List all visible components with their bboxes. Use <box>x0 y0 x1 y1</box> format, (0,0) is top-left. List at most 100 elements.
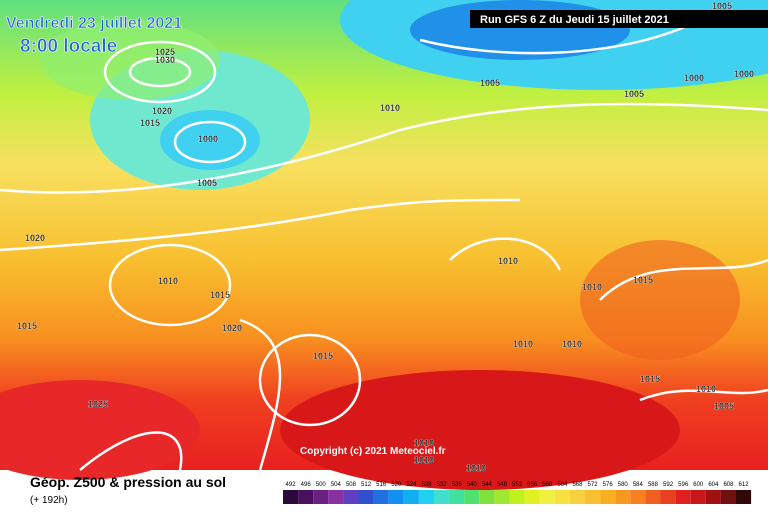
run-info: Run GFS 6 Z du Jeudi 15 juillet 2021 <box>480 14 669 26</box>
isobar-label: 1010 <box>380 103 400 113</box>
legend-swatch <box>388 490 404 504</box>
legend-swatch <box>418 490 434 504</box>
isobar-label: 1010 <box>414 455 434 465</box>
legend-label: 600 <box>693 482 704 488</box>
legend-swatch <box>403 490 419 504</box>
legend-swatch <box>449 490 465 504</box>
legend-label: 540 <box>467 482 478 488</box>
legend-label: 548 <box>497 482 508 488</box>
isobar-label: 1015 <box>313 351 333 361</box>
legend-label: 520 <box>391 482 402 488</box>
isobar-label: 1010 <box>158 276 178 286</box>
legend-label: 576 <box>603 482 614 488</box>
legend-label: 532 <box>437 482 448 488</box>
isobar-label: 1015 <box>17 321 37 331</box>
legend-swatch <box>539 490 555 504</box>
legend-label: 556 <box>527 482 538 488</box>
run-banner <box>470 10 768 28</box>
copyright: Copyright (c) 2021 Meteociel.fr <box>300 446 446 457</box>
legend-label: 580 <box>618 482 629 488</box>
legend-label: 500 <box>316 482 327 488</box>
isobar-label: 1005 <box>714 401 734 411</box>
isobar-label: 1010 <box>414 438 434 448</box>
isobar-label: 1020 <box>25 233 45 243</box>
legend-label: 596 <box>678 482 689 488</box>
legend-swatch <box>373 490 389 504</box>
legend-swatch <box>630 490 646 504</box>
legend-swatch <box>494 490 510 504</box>
legend-swatch <box>720 490 736 504</box>
legend-swatch <box>569 490 585 504</box>
legend-swatch <box>313 490 329 504</box>
time: 8:00 locale <box>20 36 117 57</box>
isobar-label: 1010 <box>466 463 486 473</box>
legend-swatch <box>479 490 495 504</box>
isobar-label: 1010 <box>562 339 582 349</box>
isobar-label: 1005 <box>480 78 500 88</box>
legend-label: 496 <box>301 482 312 488</box>
legend-swatch <box>600 490 616 504</box>
date: Vendredi 23 juillet 2021 <box>6 15 182 32</box>
legend-label: 552 <box>512 482 523 488</box>
legend-label: 508 <box>346 482 357 488</box>
legend-label: 524 <box>406 482 417 488</box>
legend-swatch <box>736 490 752 504</box>
isobar-label: 1010 <box>582 282 602 292</box>
legend-label: 560 <box>542 482 553 488</box>
isobar-label: 1005 <box>712 1 732 11</box>
isobar-label: 1015 <box>633 275 653 285</box>
isobar-label: 1000 <box>734 69 754 79</box>
legend-swatch <box>298 490 314 504</box>
legend-label: 608 <box>723 482 734 488</box>
legend-swatch <box>283 490 299 504</box>
isobar-label: 1000 <box>684 73 704 83</box>
legend-swatch <box>645 490 661 504</box>
isobar-label: 1005 <box>197 178 217 188</box>
isobar-label: 1010 <box>696 384 716 394</box>
legend-label: 612 <box>739 482 750 488</box>
legend-swatch <box>690 490 706 504</box>
isobar-label: 1015 <box>140 118 160 128</box>
isobar-label: 1020 <box>152 106 172 116</box>
legend-label: 492 <box>286 482 297 488</box>
footer-title: Géop. Z500 & pression au sol <box>30 474 226 490</box>
legend-swatch <box>554 490 570 504</box>
legend-label: 512 <box>361 482 372 488</box>
legend-label: 584 <box>633 482 644 488</box>
isobar-label: 1025 <box>88 399 108 409</box>
isobar-label: 1015 <box>640 374 660 384</box>
legend-swatch <box>343 490 359 504</box>
legend-swatch <box>675 490 691 504</box>
legend-label: 528 <box>421 482 432 488</box>
isobar-label: 1015 <box>210 290 230 300</box>
legend-label: 604 <box>708 482 719 488</box>
isobar-label: 1000 <box>198 134 218 144</box>
legend-label: 588 <box>648 482 659 488</box>
legend-label: 564 <box>557 482 568 488</box>
legend-label: 592 <box>663 482 674 488</box>
isobar-label: 1010 <box>498 256 518 266</box>
legend: 492 496 500 504 508 512 516 520 524 528 532 536 540 5… <box>283 482 752 504</box>
legend-swatch <box>585 490 601 504</box>
forecast-lead: (+ 192h) <box>30 495 68 506</box>
legend-label: 516 <box>376 482 387 488</box>
isobar-label: 1005 <box>624 89 644 99</box>
map-background <box>0 0 768 490</box>
legend-swatch <box>434 490 450 504</box>
legend-swatch <box>464 490 480 504</box>
isobar-label: 1030 <box>155 55 175 65</box>
legend-label: 504 <box>331 482 342 488</box>
legend-swatch <box>358 490 374 504</box>
legend-swatch <box>509 490 525 504</box>
legend-swatch <box>660 490 676 504</box>
isobar-label: 1020 <box>222 323 242 333</box>
legend-swatch <box>328 490 344 504</box>
isobars <box>0 18 768 471</box>
isobar-label: 1025 <box>155 47 175 57</box>
legend-label: 544 <box>482 482 493 488</box>
legend-swatch <box>615 490 631 504</box>
legend-swatch <box>524 490 540 504</box>
isobar-label: 1010 <box>513 339 533 349</box>
legend-label: 536 <box>452 482 463 488</box>
